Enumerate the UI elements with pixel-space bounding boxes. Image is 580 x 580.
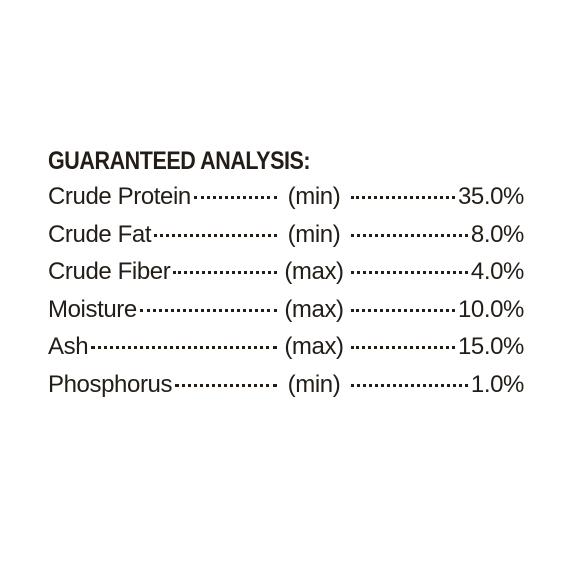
analysis-row: Ash (max) 15.0% [48,328,524,366]
nutrient-cell: Crude Fiber [48,253,280,291]
nutrient-name: Moisture [48,295,137,323]
nutrient-name: Phosphorus [48,370,173,398]
dot-leader [173,271,277,275]
qualifier: (min) [287,370,341,398]
dot-leader [351,271,468,275]
analysis-row: Crude Fat (min) 8.0% [48,216,524,254]
percent-value: 35.0% [457,183,524,210]
percent-value: 10.0% [457,295,524,323]
nutrient-cell: Moisture [48,291,280,329]
qualifier: (max) [284,333,344,361]
percent-value: 1.0% [470,370,525,398]
dot-leader [175,383,277,387]
dot-leader [91,346,277,350]
nutrient-name: Crude Protein [48,183,191,210]
dot-leader [351,308,455,312]
nutrient-cell: Phosphorus [48,366,280,404]
nutrient-cell: Crude Protein [48,178,280,216]
nutrient-name: Crude Fat [48,220,152,248]
nutrient-cell: Crude Fat [48,216,280,254]
qualifier: (max) [284,295,344,323]
percent-value: 15.0% [457,333,524,361]
dot-leader [193,196,277,199]
percent-value: 8.0% [470,220,525,248]
dot-leader [139,308,277,312]
dot-leader [351,383,468,387]
dot-leader [351,196,455,199]
qualifier: (min) [287,183,341,210]
title: GUARANTEED ANALYSIS: [48,147,311,175]
qualifier: (max) [284,258,344,286]
dot-leader [351,233,468,237]
nutrient-name: Crude Fiber [48,258,171,286]
nutrient-name: Ash [48,333,89,361]
analysis-rows: Crude Protein (min) 35.0% Crude Fat (min) 8.0… [48,178,524,404]
nutrient-cell: Ash [48,328,280,366]
dot-leader [154,233,277,237]
analysis-row: Crude Protein (min) 35.0% [48,178,524,216]
analysis-row: Crude Fiber (max) 4.0% [48,253,524,291]
analysis-row: Moisture (max) 10.0% [48,291,524,329]
percent-value: 4.0% [470,258,525,286]
guaranteed-analysis: GUARANTEED ANALYSIS: Crude Protein (min) 3… [48,144,524,404]
analysis-row: Phosphorus (min) 1.0% [48,366,524,404]
qualifier: (min) [287,220,341,248]
dot-leader [351,346,455,350]
